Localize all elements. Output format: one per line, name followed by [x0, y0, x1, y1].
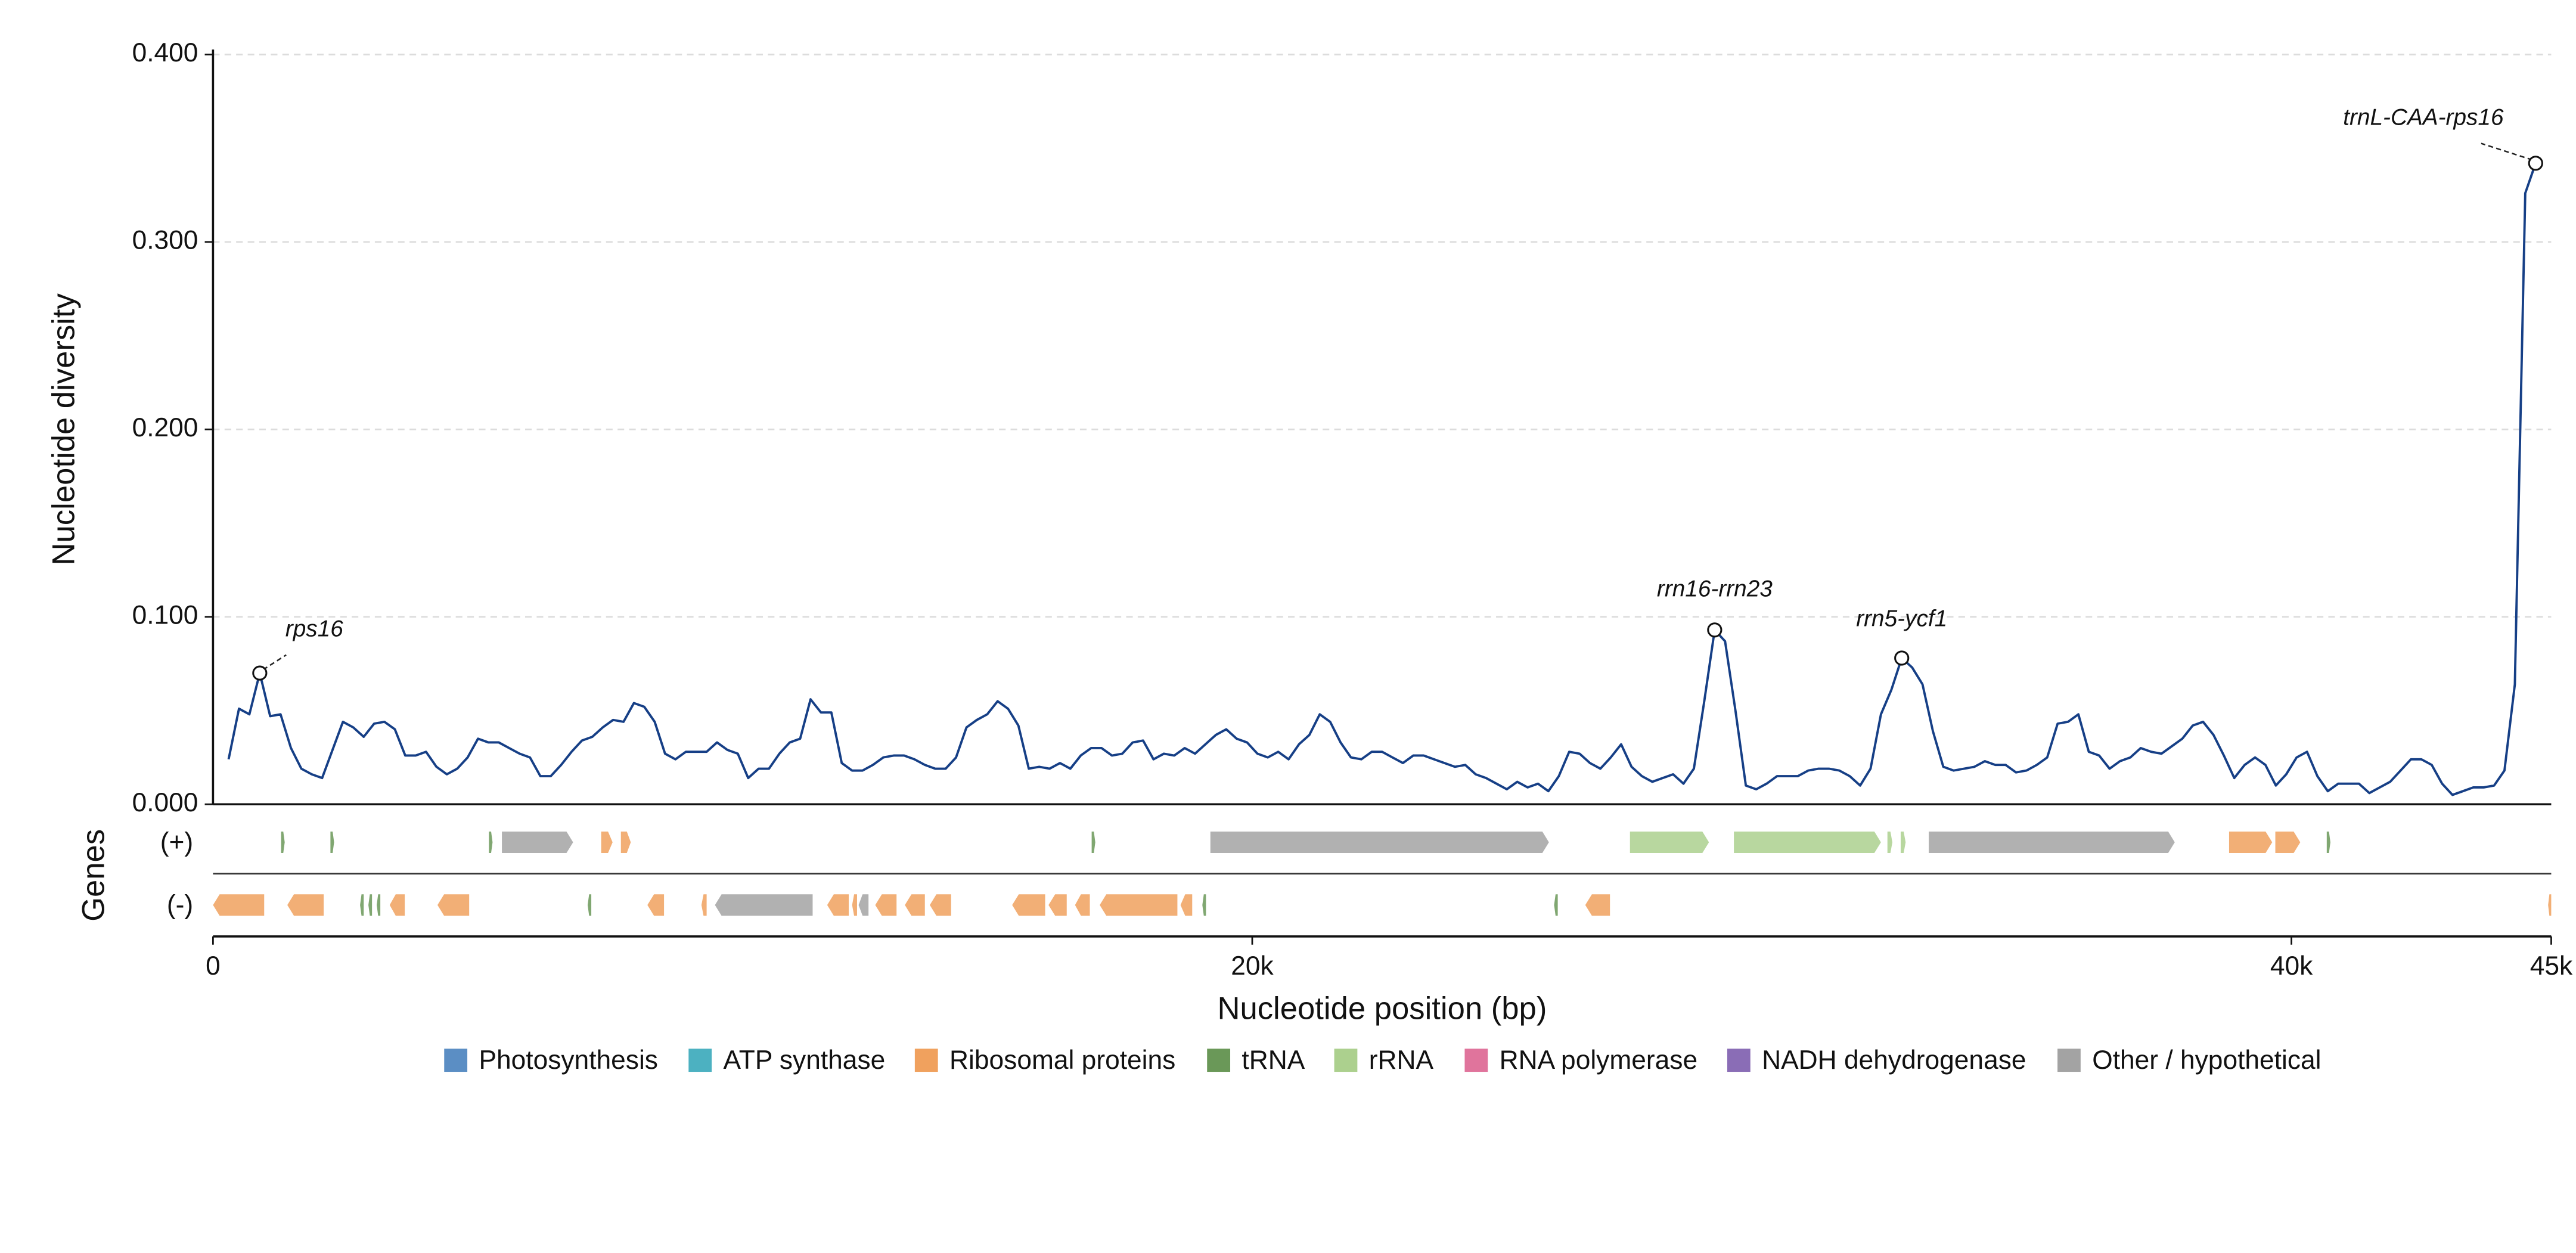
- gene: [1075, 894, 1090, 916]
- gene: [601, 831, 613, 853]
- annotation-leader: [2481, 142, 2533, 161]
- gene: [858, 894, 869, 916]
- legend-swatch: [1207, 1049, 1231, 1072]
- gene: [2229, 831, 2273, 853]
- gene: [1048, 894, 1067, 916]
- gene: [287, 894, 324, 916]
- gene: [2326, 831, 2330, 853]
- gene: [437, 894, 470, 916]
- gene: [587, 894, 592, 916]
- gene: [2275, 831, 2301, 853]
- legend-label: Other / hypothetical: [2092, 1046, 2321, 1075]
- annotation-label: rrn16-rrn23: [1657, 576, 1773, 602]
- annotation-label: rrn5-ycf1: [1856, 606, 1947, 632]
- gene: [1585, 894, 1610, 916]
- annotation-point: [1894, 650, 1910, 666]
- gene: [389, 894, 405, 916]
- strand-label: (-): [167, 891, 193, 920]
- gene: [2548, 894, 2552, 916]
- legend-label: ATP synthase: [723, 1046, 885, 1075]
- gene: [1202, 894, 1206, 916]
- legend-label: NADH dehydrogenase: [1762, 1046, 2026, 1075]
- gene: [905, 894, 925, 916]
- gene: [852, 894, 857, 916]
- gene: [647, 894, 665, 916]
- gene: [489, 831, 493, 853]
- annotation-leader: [262, 654, 287, 671]
- genes-label: Genes: [76, 829, 111, 922]
- x-tick-label: 45k: [2530, 951, 2573, 981]
- legend-swatch: [1727, 1049, 1751, 1072]
- x-axis-label: Nucleotide position (bp): [1217, 991, 1547, 1026]
- legend-label: tRNA: [1242, 1046, 1305, 1075]
- y-tick-label: 0.300: [132, 226, 198, 255]
- gene: [715, 894, 813, 916]
- gene: [1554, 894, 1558, 916]
- x-tick-label: 0: [206, 951, 221, 981]
- legend-label: Ribosomal proteins: [949, 1046, 1175, 1075]
- legend-swatch: [914, 1049, 938, 1072]
- gene: [620, 831, 631, 853]
- gene: [502, 831, 573, 853]
- legend-swatch: [688, 1049, 712, 1072]
- annotation-point: [252, 665, 268, 681]
- legend-label: RNA polymerase: [1500, 1046, 1697, 1075]
- legend-swatch: [1464, 1049, 1488, 1072]
- gene: [930, 894, 951, 916]
- x-tick-label: 40k: [2270, 951, 2313, 981]
- gene: [377, 894, 381, 916]
- strand-label: (+): [160, 827, 193, 857]
- y-tick-label: 0.400: [132, 38, 198, 67]
- legend-swatch: [1334, 1049, 1358, 1072]
- annotation-label: trnL-CAA-rps16: [2343, 104, 2504, 130]
- gene: [360, 894, 364, 916]
- y-tick-label: 0.000: [132, 788, 198, 817]
- gene: [1734, 831, 1881, 853]
- data-line: [227, 163, 2537, 796]
- legend-swatch: [2057, 1049, 2081, 1072]
- gene: [368, 894, 373, 916]
- gene: [1900, 831, 1906, 853]
- legend-label: rRNA: [1369, 1046, 1434, 1075]
- y-axis-label: Nucleotide diversity: [46, 293, 82, 566]
- annotation-label: rps16: [285, 616, 343, 641]
- annotation-point: [2528, 156, 2543, 171]
- gene: [827, 894, 849, 916]
- x-tick-label: 20k: [1231, 951, 1274, 981]
- gene: [875, 894, 897, 916]
- gene: [1091, 831, 1095, 853]
- gene: [1012, 894, 1045, 916]
- gene: [330, 831, 334, 853]
- gene: [1929, 831, 2175, 853]
- y-tick-label: 0.200: [132, 413, 198, 442]
- gene: [1887, 831, 1893, 853]
- y-tick-label: 0.100: [132, 600, 198, 629]
- gene: [1100, 894, 1178, 916]
- legend-swatch: [444, 1049, 468, 1072]
- gene: [1210, 831, 1549, 853]
- gene: [281, 831, 285, 853]
- gene: [1630, 831, 1709, 853]
- gene: [701, 894, 707, 916]
- gene: [1180, 894, 1193, 916]
- gene: [213, 894, 265, 916]
- legend-label: Photosynthesis: [479, 1046, 658, 1075]
- annotation-point: [1707, 622, 1722, 638]
